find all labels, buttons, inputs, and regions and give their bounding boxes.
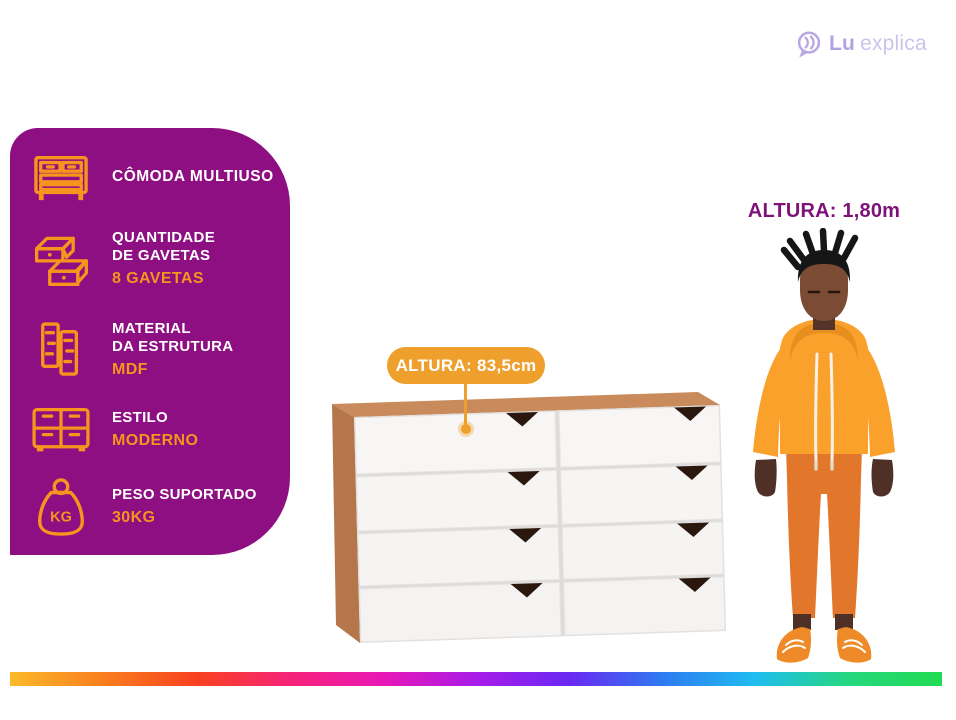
shoe-laces: [782, 639, 806, 653]
person-illustration: [753, 228, 895, 663]
drawer-handle-notch: [678, 577, 711, 592]
person-height-label: ALTURA: 1,80m: [747, 200, 901, 222]
brand-name-bold: Lu: [829, 32, 856, 55]
brand-logo: Lu explica: [795, 29, 927, 59]
person-ankle: [835, 614, 853, 630]
kg-icon-text: KG: [50, 510, 72, 526]
drawer-handle-notch: [677, 522, 710, 537]
spec-value: 30KG: [112, 509, 156, 526]
spec-row-title: CÔMODA MULTIUSO: [24, 148, 290, 206]
spec-label: PESO SUPORTADO: [112, 486, 257, 503]
dresser-side-face: [332, 404, 360, 643]
drawstring-tips: [814, 460, 834, 471]
spec-row-material: MATERIAL DA ESTRUTURA MDF: [24, 312, 290, 388]
speech-bubble-icon: [797, 30, 821, 58]
dresser-top-face: [332, 392, 720, 417]
drawer-handle-notch: [675, 465, 708, 480]
spec-label: QUANTIDADE: [112, 229, 215, 246]
person-pants: [786, 448, 862, 618]
dresser-front-face: [354, 404, 727, 643]
panel-title: CÔMODA MULTIUSO: [112, 168, 274, 185]
spec-row-drawers: QUANTIDADE DE GAVETAS 8 GAVETAS: [24, 220, 290, 298]
person-dreadlocks: [780, 228, 859, 271]
height-callout: ALTURA: 83,5cm: [387, 347, 545, 384]
person-sleeve: [753, 335, 794, 457]
person-hand: [754, 459, 777, 497]
person-shoe: [776, 627, 812, 663]
dresser-illustration: [332, 392, 727, 643]
spec-row-style: ESTILO MODERNO: [24, 402, 290, 458]
spec-value: MDF: [112, 361, 148, 378]
brand-name-light: explica: [860, 32, 927, 55]
drawer-handle-notch: [674, 406, 707, 421]
spec-label: MATERIAL: [112, 320, 191, 337]
wood-planks-icon: [41, 322, 79, 376]
drawer-handle-notch: [509, 527, 542, 543]
hood-inner-shadow: [790, 323, 858, 360]
kg-weight-icon: KG: [38, 478, 84, 536]
drawer-handle-notch: [507, 470, 540, 486]
spec-value: MODERNO: [112, 432, 199, 449]
spec-panel: CÔMODA MULTIUSO QUANTIDADE DE GAVETAS: [10, 128, 290, 555]
person-hand: [871, 459, 894, 497]
person-hoodie-torso: [780, 329, 868, 454]
shoe-laces: [842, 639, 866, 653]
dresser-icon: [34, 156, 88, 201]
drawer-handle-notch: [506, 411, 539, 427]
person-hair: [797, 250, 851, 282]
hoodie-drawstrings: [814, 352, 834, 464]
person-face: [800, 257, 848, 321]
spec-row-weight: KG PESO SUPORTADO 30KG: [24, 472, 290, 542]
person-shoe: [836, 627, 872, 663]
person-sleeve: [854, 335, 895, 457]
spec-label: DA ESTRUTURA: [112, 338, 234, 355]
spec-label: ESTILO: [112, 409, 168, 426]
callout-connector-line: [464, 384, 467, 426]
drawer-handle-notch: [510, 582, 543, 598]
drawers-stack-icon: [34, 236, 88, 286]
spec-value: 8 GAVETAS: [112, 270, 204, 287]
person-ankle: [793, 614, 811, 630]
callout-anchor-dot: [461, 424, 471, 434]
spec-label: DE GAVETAS: [112, 247, 211, 264]
four-drawer-chest-icon: [32, 407, 90, 452]
rainbow-footer: [10, 672, 942, 686]
